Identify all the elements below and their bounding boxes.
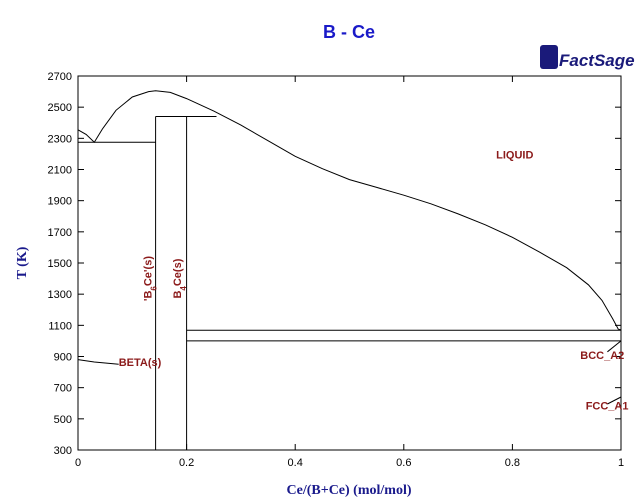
y-tick-label: 2700 xyxy=(48,71,72,83)
phase-label: FCC_A1 xyxy=(586,400,629,412)
phase-label: BETA(s) xyxy=(119,357,162,369)
chart-title: B - Ce xyxy=(323,22,375,42)
axis-ticks: 0 0.2 0.4 0.6 0.8 130050070090011001300150017… xyxy=(48,71,625,469)
x-tick-label: 0.4 xyxy=(288,457,303,469)
y-axis-label: T (K) xyxy=(15,246,30,279)
phase-boundary-line xyxy=(607,340,622,353)
y-tick-label: 300 xyxy=(54,445,72,457)
phase-label: LIQUID xyxy=(496,150,533,162)
phase-label: B4Ce(s) xyxy=(172,258,188,298)
plot-area xyxy=(77,75,622,451)
x-tick-label: 1 xyxy=(618,457,624,469)
y-tick-label: 500 xyxy=(54,414,72,426)
y-tick-label: 1300 xyxy=(48,289,72,301)
phase-label: BCC_A2 xyxy=(580,350,624,362)
factsage-logo: FactSage xyxy=(540,45,635,70)
phase-boundaries xyxy=(77,90,622,450)
x-tick-label: 0.6 xyxy=(396,457,411,469)
y-tick-label: 2300 xyxy=(48,133,72,145)
y-tick-label: 1700 xyxy=(48,227,72,239)
y-tick-label: 1500 xyxy=(48,258,72,270)
y-tick-label: 1900 xyxy=(48,196,72,208)
phase-labels: LIQUID'B6Ce'(s)B4Ce(s)BETA(s)BCC_A2FCC_A… xyxy=(119,150,629,413)
y-tick-label: 900 xyxy=(54,352,72,364)
y-tick-label: 1100 xyxy=(48,320,72,332)
x-axis-label: Ce/(B+Ce) (mol/mol) xyxy=(287,483,412,498)
y-tick-label: 2500 xyxy=(48,102,72,114)
logo-text: FactSage xyxy=(559,51,635,70)
phase-boundary-line xyxy=(77,359,119,365)
phase-boundary-line xyxy=(77,90,622,331)
phase-boundary-line xyxy=(607,396,622,405)
x-tick-label: 0 xyxy=(75,457,81,469)
x-tick-label: 0.8 xyxy=(505,457,520,469)
x-tick-label: 0.2 xyxy=(179,457,194,469)
y-tick-label: 700 xyxy=(54,383,72,395)
y-tick-label: 2100 xyxy=(48,165,72,177)
